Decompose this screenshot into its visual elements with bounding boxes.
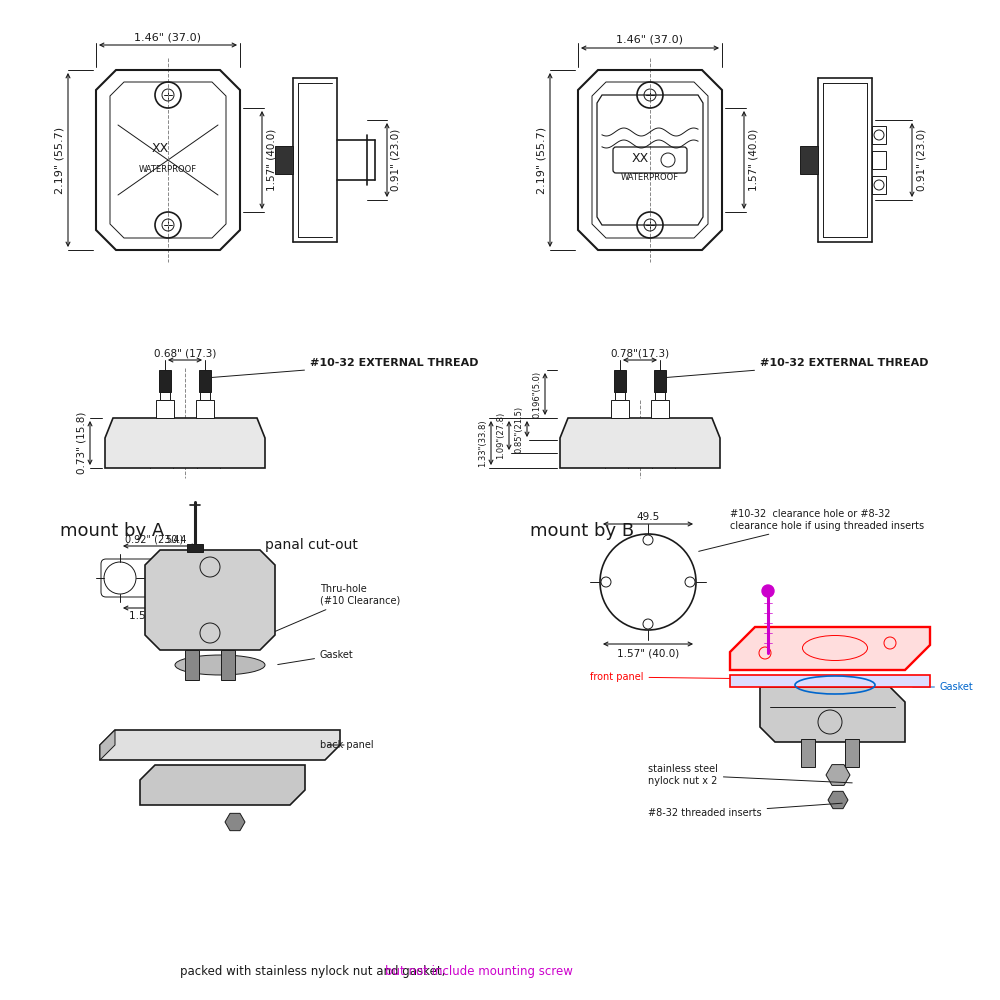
Bar: [654, 370, 666, 392]
Text: 0.85"(21.5): 0.85"(21.5): [514, 405, 524, 453]
Text: Gasket: Gasket: [913, 682, 974, 692]
Text: 1.09"(27.8): 1.09"(27.8): [496, 411, 506, 459]
Text: 50.4: 50.4: [165, 535, 187, 545]
Ellipse shape: [175, 655, 265, 675]
Text: 2.19" (55.7): 2.19" (55.7): [54, 126, 64, 194]
Text: 2.19" (55.7): 2.19" (55.7): [536, 126, 546, 194]
Text: 1.46" (37.0): 1.46" (37.0): [134, 32, 202, 42]
Text: 1.57" (40.0): 1.57" (40.0): [129, 611, 191, 621]
Bar: [196, 400, 214, 418]
Bar: [651, 400, 669, 418]
Bar: [730, 675, 930, 687]
Bar: [275, 146, 293, 174]
Text: 0.196"(5.0): 0.196"(5.0): [532, 370, 542, 418]
Text: 0.91" (23.0): 0.91" (23.0): [916, 129, 926, 191]
Text: mount by A: mount by A: [60, 522, 164, 540]
Polygon shape: [760, 687, 905, 742]
Ellipse shape: [802, 636, 868, 660]
Bar: [872, 176, 886, 194]
Text: #10-32  clearance hole or #8-32
clearance hole if using threaded inserts: #10-32 clearance hole or #8-32 clearance…: [699, 509, 924, 551]
Polygon shape: [100, 730, 115, 760]
Text: panal cut-out: panal cut-out: [265, 538, 358, 552]
Bar: [199, 370, 211, 392]
Text: Thru-hole
(#10 Clearance): Thru-hole (#10 Clearance): [223, 584, 400, 654]
Text: 0.73" (15.8): 0.73" (15.8): [76, 412, 86, 474]
Text: 1.57" (40.0): 1.57" (40.0): [266, 129, 276, 191]
Text: mount by B: mount by B: [530, 522, 634, 540]
Text: 0.91" (23.0): 0.91" (23.0): [391, 129, 401, 191]
Circle shape: [762, 585, 774, 597]
Polygon shape: [145, 550, 275, 650]
Text: #10-32 EXTERNAL THREAD: #10-32 EXTERNAL THREAD: [663, 358, 928, 378]
Bar: [872, 126, 886, 144]
Polygon shape: [105, 418, 265, 468]
Polygon shape: [100, 730, 340, 760]
Polygon shape: [140, 765, 305, 805]
Text: packed with stainless nylock nut and gasket,: packed with stainless nylock nut and gas…: [180, 966, 449, 978]
Bar: [800, 146, 818, 174]
Text: 1.33"(33.8): 1.33"(33.8): [479, 419, 488, 467]
Bar: [160, 392, 170, 400]
Text: 0.68" (17.3): 0.68" (17.3): [154, 348, 216, 358]
Text: 49.5: 49.5: [636, 512, 660, 522]
Text: but not include mounting screw: but not include mounting screw: [385, 966, 573, 978]
Text: #10-32 EXTERNAL THREAD: #10-32 EXTERNAL THREAD: [208, 358, 479, 378]
Bar: [801, 739, 815, 767]
Bar: [200, 392, 210, 400]
Polygon shape: [730, 627, 930, 670]
Text: #8-32 threaded inserts: #8-32 threaded inserts: [648, 803, 842, 818]
Text: XX: XX: [631, 151, 649, 164]
Bar: [221, 650, 235, 680]
Text: stainless steel
nylock nut x 2: stainless steel nylock nut x 2: [648, 764, 852, 786]
Text: 0.92" (23.4): 0.92" (23.4): [125, 535, 183, 545]
Bar: [845, 739, 859, 767]
Text: 1.57" (40.0): 1.57" (40.0): [748, 129, 758, 191]
Bar: [187, 544, 203, 552]
Text: WATERPROOF: WATERPROOF: [621, 174, 679, 182]
Text: XX: XX: [151, 141, 169, 154]
Bar: [615, 392, 625, 400]
Text: WATERPROOF: WATERPROOF: [139, 165, 197, 174]
Bar: [159, 370, 171, 392]
Text: 1.46" (37.0): 1.46" (37.0): [616, 35, 684, 45]
Bar: [655, 392, 665, 400]
Text: Gasket: Gasket: [278, 650, 354, 665]
Bar: [872, 151, 886, 169]
Text: 0.78"(17.3): 0.78"(17.3): [610, 348, 670, 358]
Bar: [185, 650, 199, 680]
Bar: [614, 370, 626, 392]
Bar: [156, 400, 174, 418]
Polygon shape: [560, 418, 720, 468]
Text: 1.57" (40.0): 1.57" (40.0): [617, 649, 679, 659]
Bar: [611, 400, 629, 418]
Text: back panel: back panel: [320, 740, 374, 750]
Text: front panel: front panel: [590, 672, 925, 682]
